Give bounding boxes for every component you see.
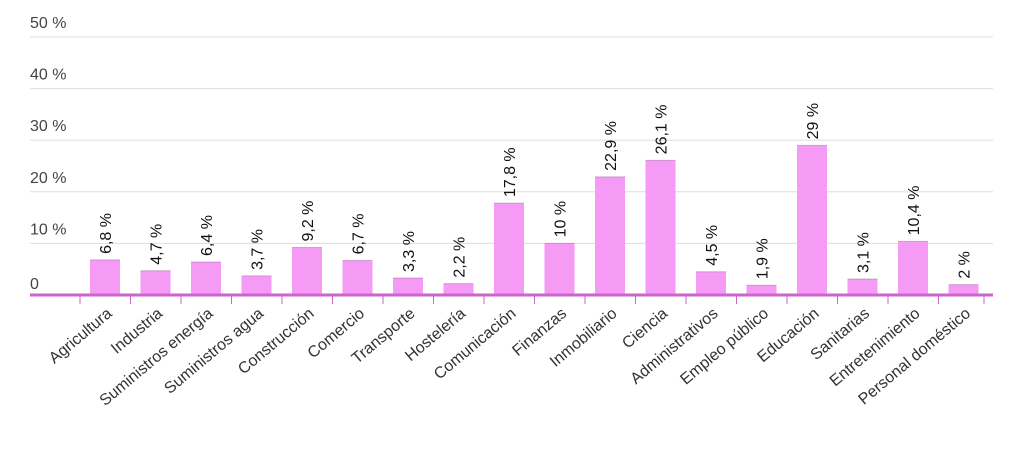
bar — [292, 247, 322, 295]
data-label: 9,2 % — [300, 201, 317, 242]
bar — [443, 283, 474, 295]
bar — [746, 285, 777, 295]
data-label: 22,9 % — [603, 121, 620, 171]
y-tick-label: 10 % — [30, 221, 66, 238]
bar — [191, 261, 221, 295]
data-label: 2,2 % — [452, 237, 469, 278]
bar — [140, 270, 171, 295]
data-label: 6,7 % — [351, 214, 368, 255]
data-labels: 6,8 % 4,7 % 6,4 % 3,7 % 9,2 % 6,7 % 3,3 % 2,2 %… — [98, 103, 974, 279]
bar — [847, 279, 878, 295]
bar — [90, 259, 120, 295]
data-label: 10,4 % — [906, 186, 923, 236]
y-tick-label: 30 % — [30, 118, 66, 135]
bar — [393, 277, 423, 295]
x-tick-label: Empleo público — [677, 305, 772, 388]
bar — [494, 203, 524, 295]
gridlines — [30, 36, 993, 244]
data-label: 4,7 % — [149, 224, 166, 265]
bar — [645, 160, 676, 295]
data-label: 6,8 % — [98, 213, 115, 254]
y-axis-ticks: 0 10 % 20 % 30 % 40 % 50 % — [30, 15, 66, 293]
y-tick-label: 50 % — [30, 15, 66, 32]
bar — [595, 176, 625, 295]
bar — [948, 284, 979, 295]
bar — [898, 241, 928, 295]
x-tick-label: Entretenimiento — [827, 305, 924, 390]
bar — [696, 271, 726, 295]
x-tick-label: Agricultura — [46, 305, 116, 367]
data-label: 10 % — [553, 201, 570, 237]
data-label: 1,9 % — [755, 238, 772, 279]
y-tick-label: 20 % — [30, 170, 66, 187]
data-label: 3,3 % — [401, 231, 418, 272]
data-label: 3,7 % — [250, 229, 267, 270]
bar — [544, 243, 575, 295]
data-label: 29 % — [805, 103, 822, 139]
y-tick-label: 40 % — [30, 67, 66, 84]
y-tick-label: 0 — [30, 276, 39, 293]
data-label: 26,1 % — [654, 105, 671, 155]
data-label: 6,4 % — [199, 215, 216, 256]
bar — [241, 275, 272, 295]
bar — [342, 260, 373, 295]
bars — [90, 144, 979, 295]
data-label: 17,8 % — [502, 147, 519, 197]
x-tick-label: Administrativos — [628, 305, 722, 388]
data-label: 4,5 % — [704, 225, 721, 266]
data-label: 2 % — [957, 251, 974, 279]
bar — [797, 145, 827, 295]
data-label: 3,1 % — [856, 232, 873, 273]
